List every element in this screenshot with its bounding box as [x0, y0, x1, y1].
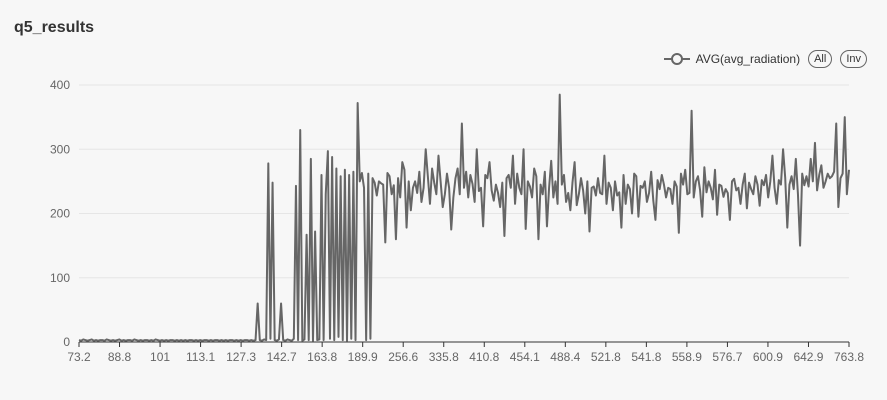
y-tick-label: 0 — [63, 335, 70, 349]
chart-title: q5_results — [14, 19, 95, 36]
x-tick-label: 521.8 — [591, 350, 621, 364]
series-line-avg-radiation[interactable] — [78, 93, 850, 342]
x-tick-label: 256.6 — [388, 350, 418, 364]
x-tick-label: 488.4 — [550, 350, 580, 364]
legend-invert-button[interactable]: Inv — [840, 50, 867, 68]
x-tick-label: 113.1 — [186, 350, 215, 364]
x-tick-label: 600.9 — [753, 350, 783, 364]
y-tick-label: 100 — [50, 271, 70, 285]
x-tick-label: 335.8 — [429, 350, 459, 364]
x-tick-label: 410.8 — [469, 350, 499, 364]
x-tick-label: 558.9 — [672, 350, 702, 364]
x-axis: 73.2 88.8 101 113.1 127.3 142.7 163.8 189.9 256.… — [67, 341, 864, 364]
x-tick-label: 454.1 — [510, 350, 540, 364]
grid-lines — [79, 84, 849, 279]
y-tick-label: 200 — [50, 207, 70, 221]
x-tick-label: 73.2 — [67, 350, 91, 364]
x-tick-label: 541.8 — [631, 350, 661, 364]
x-tick-label: 101 — [150, 350, 170, 364]
y-tick-label: 400 — [50, 78, 70, 92]
x-tick-label: 127.3 — [226, 350, 256, 364]
x-tick-label: 142.7 — [267, 350, 297, 364]
x-tick-label: 88.8 — [108, 350, 132, 364]
x-tick-label: 576.7 — [712, 350, 742, 364]
legend-line-circle-icon — [663, 53, 690, 65]
legend: AVG(avg_radiation) All Inv — [663, 50, 867, 68]
legend-series-label: AVG(avg_radiation) — [695, 52, 801, 66]
y-tick-label: 300 — [50, 142, 70, 156]
x-tick-label: 163.8 — [307, 350, 337, 364]
x-tick-label: 763.8 — [834, 350, 864, 364]
legend-select-all-button[interactable]: All — [808, 50, 833, 68]
legend-item-avg-radiation[interactable]: AVG(avg_radiation) — [663, 52, 801, 66]
y-axis: 0 100 200 300 400 — [50, 78, 70, 349]
x-tick-label: 642.9 — [793, 350, 823, 364]
x-tick-label: 189.9 — [348, 350, 378, 364]
